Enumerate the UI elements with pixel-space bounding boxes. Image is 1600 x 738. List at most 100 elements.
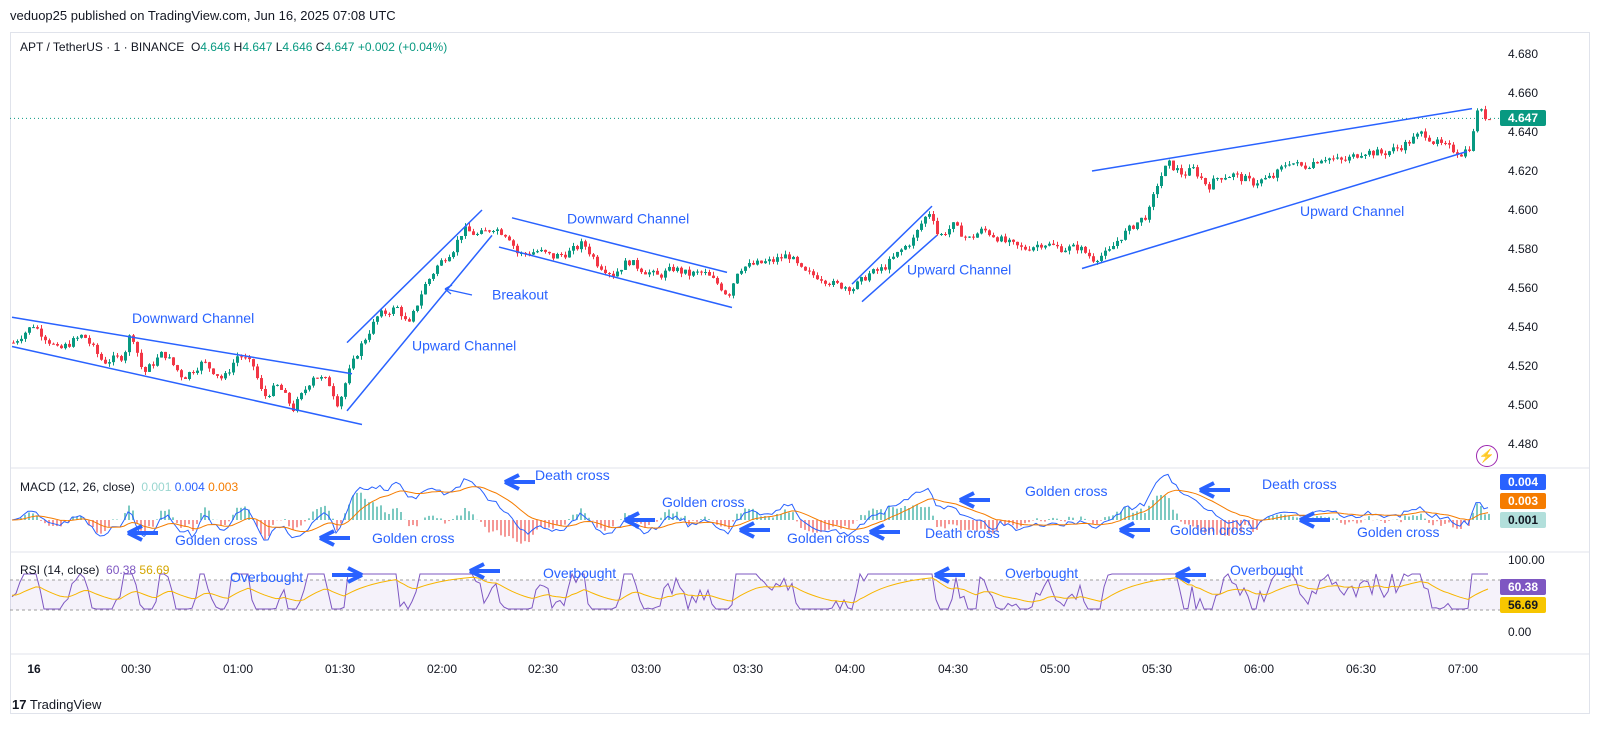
candle-body	[1152, 194, 1155, 207]
channel-line	[498, 246, 733, 309]
macd-hist-bar	[272, 520, 274, 525]
macd-hist-bar	[792, 512, 794, 520]
candle-body	[156, 357, 159, 366]
candle-body	[868, 273, 871, 281]
macd-hist-bar	[1424, 518, 1426, 520]
candle-body	[132, 335, 135, 342]
macd-hist-bar	[408, 520, 410, 527]
macd-hist-bar	[180, 520, 182, 528]
macd-hist-bar	[692, 520, 694, 521]
macd-legend[interactable]: MACD (12, 26, close) 0.001 0.004 0.003	[20, 480, 238, 494]
candle-body	[696, 271, 699, 273]
macd-hist-bar	[516, 520, 518, 542]
candle-body	[1164, 165, 1167, 177]
macd-hist-bar	[1268, 516, 1270, 520]
candle-body	[836, 280, 839, 283]
price-tick-label: 4.680	[1508, 47, 1538, 61]
macd-hist-bar	[76, 516, 78, 520]
macd-hist-bar	[456, 515, 458, 520]
macd-hist-bar	[340, 520, 342, 524]
macd-hist-bar	[440, 518, 442, 520]
macd-hist-bar	[1236, 520, 1238, 530]
candle-body	[1392, 147, 1395, 152]
candle-body	[1140, 217, 1143, 223]
candle-body	[576, 246, 579, 250]
price-tick-label: 4.640	[1508, 125, 1538, 139]
candle-body	[420, 294, 423, 306]
candle-body	[752, 262, 755, 265]
chart-annotation-label: Downward Channel	[132, 310, 254, 326]
macd-title: MACD (12, 26, close)	[20, 480, 135, 494]
macd-hist-bar	[1336, 518, 1338, 520]
macd-hist-bar	[40, 520, 42, 521]
tradingview-logo[interactable]: 17 TradingView	[12, 697, 101, 712]
macd-annotation-arrow	[1299, 511, 1330, 529]
candle-body	[1204, 178, 1207, 185]
rsi-legend[interactable]: RSI (14, close) 60.38 56.69	[20, 563, 169, 577]
macd-hist-bar	[100, 520, 102, 534]
candle-body	[244, 357, 247, 359]
macd-hist-bar	[1080, 516, 1082, 520]
candle-body	[784, 254, 787, 259]
time-tick-label: 01:00	[223, 662, 253, 676]
macd-hist-bar	[1356, 520, 1358, 524]
macd-hist-bar	[1036, 518, 1038, 520]
macd-hist-bar	[1124, 506, 1126, 520]
macd-hist-bar	[188, 520, 190, 525]
lightning-icon[interactable]: ⚡	[1476, 445, 1498, 467]
macd-hist-bar	[432, 515, 434, 520]
candle-body	[648, 272, 651, 275]
candle-body	[1240, 174, 1243, 182]
macd-hist-bar	[1120, 511, 1122, 520]
candle-body	[204, 361, 207, 363]
candle-body	[1080, 246, 1083, 251]
rsi-band	[10, 580, 1500, 610]
symbol-name[interactable]: APT / TetherUS · 1 · BINANCE	[20, 40, 185, 54]
macd-hist-bar	[944, 520, 946, 529]
macd-hist-bar	[608, 520, 610, 528]
candle-body	[956, 222, 959, 226]
candle-body	[624, 260, 627, 270]
macd-hist-bar	[1484, 514, 1486, 520]
candle-body	[1400, 148, 1403, 151]
candle-body	[272, 385, 275, 397]
macd-hist-bar	[1204, 520, 1206, 534]
channel-line	[346, 234, 493, 412]
candle-body	[128, 335, 131, 353]
candle-body	[148, 364, 151, 372]
candle-body	[188, 372, 191, 379]
macd-hist-bar	[1108, 516, 1110, 520]
macd-annotation-arrow	[127, 524, 158, 542]
candle-body	[1368, 150, 1371, 155]
time-tick-label: 03:00	[631, 662, 661, 676]
candle-body	[1008, 239, 1011, 243]
candle-body	[552, 253, 555, 259]
candle-body	[1248, 175, 1251, 179]
close-value: 4.647	[324, 40, 355, 54]
candle-body	[1104, 250, 1107, 256]
macd-hist-bar	[80, 515, 82, 520]
macd-hist-bar	[1416, 515, 1418, 520]
candle-body	[1056, 244, 1059, 247]
macd-hist-bar	[56, 520, 58, 527]
macd-hist-bar	[460, 515, 462, 520]
candle-body	[116, 355, 119, 357]
candle-body	[1180, 168, 1183, 175]
rsi-annotation-label: Overbought	[1005, 565, 1078, 581]
macd-hist-bar	[1168, 498, 1170, 520]
macd-hist-bar	[816, 520, 818, 533]
macd-hist-bar	[1452, 520, 1454, 528]
candle-body	[680, 267, 683, 274]
candle-body	[800, 263, 803, 267]
candle-body	[632, 260, 635, 266]
candle-body	[484, 230, 487, 232]
candle-body	[460, 235, 463, 240]
macd-hist-bar	[532, 520, 534, 535]
chart-annotation-label: Upward Channel	[907, 261, 1011, 277]
chart-annotation-label: Breakout	[492, 287, 548, 303]
macd-hist-bar	[152, 520, 154, 527]
macd-hist-bar	[964, 520, 966, 531]
time-tick-label: 07:00	[1448, 662, 1478, 676]
candle-body	[200, 361, 203, 371]
